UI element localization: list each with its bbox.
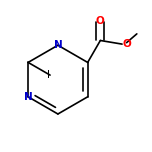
Text: I: I bbox=[47, 70, 50, 80]
Text: O: O bbox=[96, 16, 105, 26]
Text: N: N bbox=[54, 40, 62, 50]
Text: N: N bbox=[24, 92, 33, 102]
Text: O: O bbox=[123, 39, 132, 49]
